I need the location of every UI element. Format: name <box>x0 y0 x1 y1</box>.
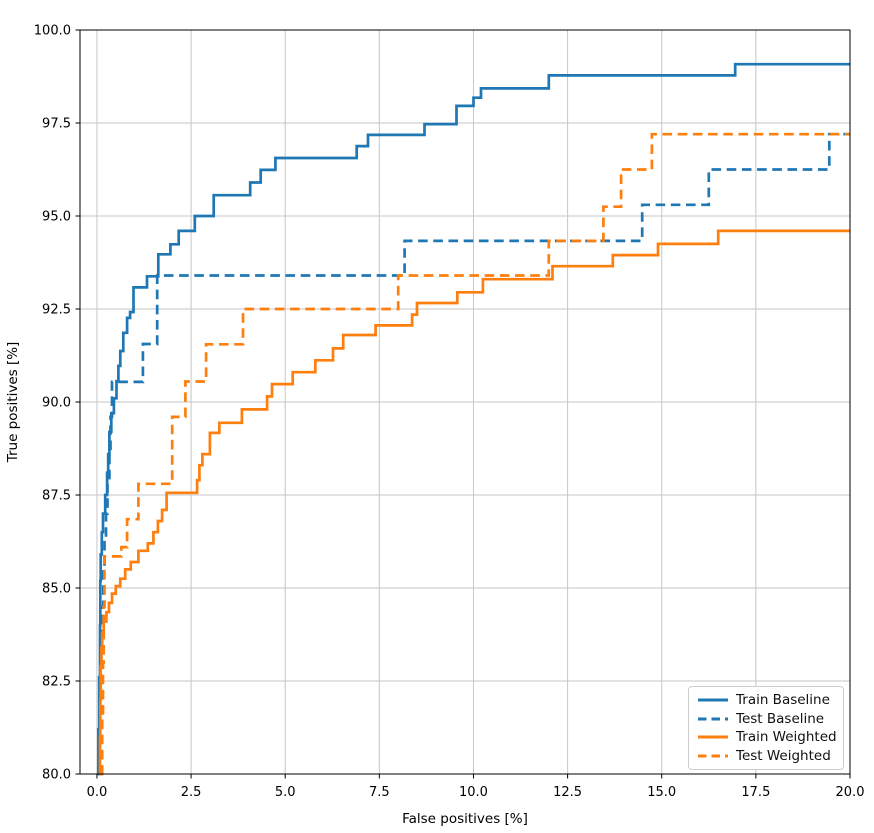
legend-line-sample <box>698 717 728 721</box>
x-axis-label: False positives [%] <box>402 811 528 827</box>
x-tick-label: 17.5 <box>741 785 770 800</box>
legend-line-sample <box>698 735 728 739</box>
curve-train-baseline <box>97 62 850 776</box>
legend-label: Test Weighted <box>736 747 831 764</box>
x-tick-label: 12.5 <box>553 785 582 800</box>
grid-lines <box>80 29 851 775</box>
y-tick-label: 97.5 <box>42 117 71 132</box>
x-tick-label: 2.5 <box>181 785 202 800</box>
y-tick-label: 95.0 <box>42 210 71 225</box>
x-tick-label: 7.5 <box>369 785 390 800</box>
y-tick-label: 82.5 <box>42 675 71 690</box>
curve-test-weighted <box>100 132 850 776</box>
y-tick-label: 90.0 <box>42 396 71 411</box>
legend-item: Test Baseline <box>698 710 835 729</box>
legend-line-sample <box>698 698 728 702</box>
roc-curves <box>97 62 850 776</box>
y-tick-label: 85.0 <box>42 582 71 597</box>
y-axis-label: True positives [%] <box>5 342 21 464</box>
y-tick-label: 80.0 <box>42 768 71 783</box>
legend-label: Train Weighted <box>736 729 837 746</box>
curve-train-weighted <box>98 229 850 776</box>
x-tick-label: 0.0 <box>87 785 108 800</box>
legend-item: Test Weighted <box>698 747 835 766</box>
y-tick-label: 87.5 <box>42 489 71 504</box>
legend: Train Baseline Test Baseline Train Weighte… <box>688 686 844 770</box>
legend-item: Train Weighted <box>698 728 837 747</box>
axes: 0.0 2.5 5.0 7.5 10.0 12.5 15.0 17.5 20.0 80.0 82.5… <box>34 24 865 801</box>
legend-item: Train Baseline <box>698 691 835 710</box>
legend-label: Train Baseline <box>736 692 830 709</box>
legend-label: Test Baseline <box>736 710 825 727</box>
x-tick-label: 20.0 <box>836 785 865 800</box>
x-tick-label: 15.0 <box>647 785 676 800</box>
x-tick-label: 5.0 <box>275 785 296 800</box>
x-tick-label: 10.0 <box>459 785 488 800</box>
y-tick-label: 92.5 <box>42 303 71 318</box>
y-tick-label: 100.0 <box>34 24 71 39</box>
legend-line-sample <box>698 754 728 758</box>
